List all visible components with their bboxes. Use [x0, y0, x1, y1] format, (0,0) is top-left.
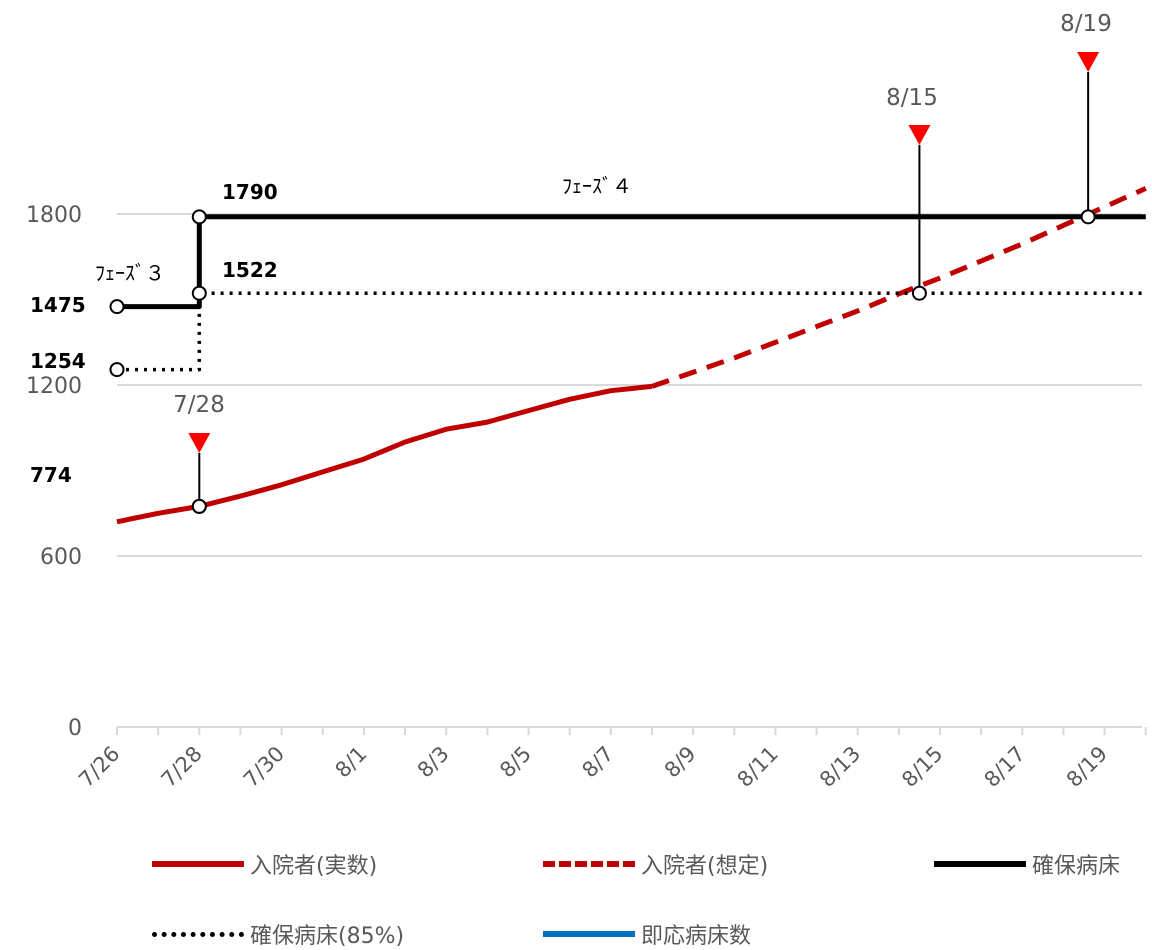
x-tick-label-7-26: 7/26 [74, 742, 124, 792]
legend-item-secured-beds-85: 確保病床(85%) [152, 918, 404, 950]
date-marker-2 [1080, 209, 1096, 225]
annotation-layer: 1790 1522 1475 1254 774 ﾌｪｰｽﾞ３ ﾌｪｰｽﾞ４ 7/… [30, 11, 1112, 487]
legend-swatch-secured-beds-85 [152, 931, 244, 937]
date-marker-0 [191, 498, 207, 514]
series-line-1 [651, 186, 1147, 389]
y-axis-ticks: 0 600 1200 1800 [26, 203, 82, 741]
x-tick-label-8-3: 8/3 [413, 742, 454, 783]
date-marker-1 [911, 285, 927, 301]
y-tick-label-1200: 1200 [26, 374, 82, 399]
value-label-1254: 1254 [30, 349, 86, 373]
series-layer [116, 186, 1147, 525]
date-callout-8-19: 8/19 [1060, 11, 1112, 37]
x-tick-label-8-7: 8/7 [577, 742, 618, 783]
x-tick-label-7-30: 7/30 [239, 742, 289, 792]
red-triangle-icon [1077, 52, 1100, 72]
legend-item-projected: 入院者(想定) [543, 848, 768, 880]
value-label-1475: 1475 [30, 293, 86, 317]
legend-swatch-actual [152, 861, 244, 867]
value-marker-1475 [109, 299, 125, 315]
legend-label-actual: 入院者(実数) [250, 854, 378, 879]
phase-4-label: ﾌｪｰｽﾞ４ [562, 174, 632, 198]
red-triangle-icon [188, 433, 211, 453]
legend-swatch-secured-beds [934, 861, 1026, 867]
legend-label-secured-beds: 確保病床 [1032, 854, 1121, 879]
date-callout-8-15: 8/15 [886, 85, 938, 111]
value-label-774: 774 [30, 463, 72, 487]
legend-label-ready-beds: 即応病床数 [641, 924, 752, 949]
legend-item-ready-beds: 即応病床数 [543, 918, 751, 950]
value-label-1790: 1790 [222, 180, 278, 204]
x-tick-label-8-1: 8/1 [331, 742, 372, 783]
x-tick-label-8-9: 8/9 [660, 742, 701, 783]
marker-layer [109, 52, 1100, 514]
legend-label-projected: 入院者(想定) [641, 854, 769, 879]
legend-label-secured-beds-85: 確保病床(85%) [250, 924, 405, 949]
red-triangle-icon [908, 125, 931, 145]
y-tick-label-600: 600 [40, 545, 82, 570]
legend-item-actual: 入院者(実数) [152, 848, 377, 880]
value-marker-1790 [191, 209, 207, 225]
legend-swatch-ready-beds [543, 931, 635, 937]
x-tick-label-8-19: 8/19 [1062, 742, 1112, 792]
x-tick-label-8-5: 8/5 [495, 742, 536, 783]
phase-3-label: ﾌｪｰｽﾞ３ [95, 261, 165, 285]
value-marker-1522 [191, 285, 207, 301]
x-tick-label-7-28: 7/28 [157, 742, 207, 792]
x-tick-label-8-17: 8/17 [980, 742, 1030, 792]
date-callout-7-28: 7/28 [173, 392, 225, 418]
y-tick-label-1800: 1800 [26, 203, 82, 228]
x-tick-label-8-13: 8/13 [815, 742, 865, 792]
series-line-2 [117, 214, 1146, 310]
value-marker-1254 [109, 362, 125, 378]
y-tick-label-0: 0 [68, 716, 82, 741]
grid-lines [117, 213, 1142, 557]
legend-item-secured-beds: 確保病床 [934, 848, 1120, 880]
series-line-3 [117, 291, 1146, 372]
x-axis: 7/26 7/28 7/30 8/1 8/3 8/5 8/7 8/9 8/11 8/13 8/15 8… [74, 726, 1147, 792]
value-label-1522: 1522 [222, 258, 278, 282]
legend-swatch-projected [543, 861, 635, 867]
x-tick-label-8-11: 8/11 [733, 742, 783, 792]
x-tick-label-8-15: 8/15 [897, 742, 947, 792]
